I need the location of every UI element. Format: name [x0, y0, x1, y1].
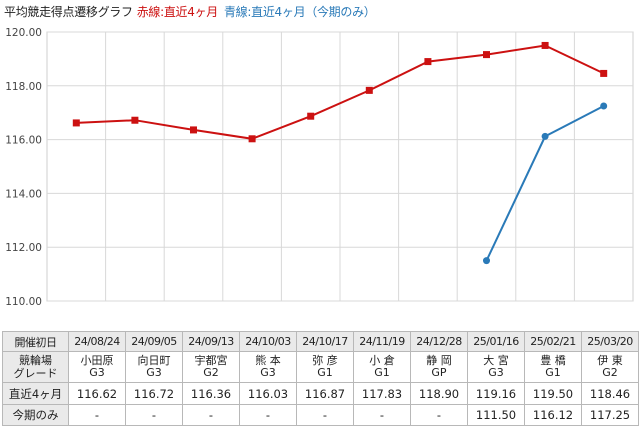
table-row-current: 今期のみ - - - - - - - 111.50 116.12 117.25	[2, 404, 639, 426]
venue-name: 弥 彦	[312, 354, 338, 367]
venue-cell: 小田原 G3	[68, 351, 126, 383]
venue-cell: 熊 本 G3	[239, 351, 297, 383]
data-point-red	[131, 116, 139, 124]
venue-cell: 静 岡 GP	[410, 351, 468, 383]
current-score-cell: 117.25	[581, 404, 639, 426]
venue-grade: G1	[374, 366, 390, 379]
table-row-venue: 競輪場 グレード 小田原 G3 向日町 G3 宇都宮 G2 熊 本 G3 弥 彦 G1 小 …	[2, 351, 639, 383]
venue-grade: GP	[431, 366, 447, 379]
venue-cell: 小 倉 G1	[353, 351, 411, 383]
venue-grade: G3	[488, 366, 504, 379]
table-row-date: 開催初日 24/08/24 24/09/05 24/09/13 24/10/03…	[2, 331, 639, 352]
y-tick-label: 120.00	[5, 27, 42, 39]
data-point-red	[424, 58, 432, 66]
venue-name: 向日町	[137, 354, 171, 367]
venue-cell: 向日町 G3	[125, 351, 183, 383]
data-point-red	[190, 126, 197, 134]
venue-grade: G3	[260, 366, 276, 379]
row-label-current: 今期のみ	[2, 404, 69, 426]
date-cell: 24/10/17	[296, 331, 354, 352]
recent-score-cell: 119.16	[467, 382, 525, 405]
line-chart: 110.00 112.00 114.00 116.00 118.00 120.00	[5, 27, 634, 308]
venue-name: 熊 本	[255, 354, 281, 367]
chart-title: 平均競走得点遷移グラフ 赤線:直近4ヶ月 青線:直近4ヶ月（今期のみ）	[4, 3, 376, 20]
date-cell: 24/09/05	[125, 331, 183, 352]
y-tick-label: 118.00	[5, 81, 42, 93]
data-point-red	[72, 119, 80, 127]
data-table: 開催初日 24/08/24 24/09/05 24/09/13 24/10/03…	[2, 331, 639, 426]
date-cell: 25/03/20	[581, 331, 639, 352]
recent-score-cell: 118.46	[581, 382, 639, 405]
y-tick-label: 112.00	[5, 242, 42, 254]
recent-score-cell: 116.62	[68, 382, 126, 405]
legend-red-line: 赤線:直近4ヶ月	[136, 5, 219, 19]
venue-cell: 弥 彦 G1	[296, 351, 354, 383]
data-point-red	[541, 41, 549, 49]
table-row-recent: 直近4ヶ月 116.62 116.72 116.36 116.03 116.87…	[2, 382, 639, 405]
date-cell: 24/09/13	[182, 331, 240, 352]
data-point-blue	[600, 102, 608, 110]
venue-name: 宇都宮	[194, 354, 228, 367]
current-score-cell: -	[353, 404, 411, 426]
data-point-red	[600, 69, 608, 77]
recent-score-cell: 117.83	[353, 382, 411, 405]
data-point-red	[483, 51, 490, 59]
row-label-venue-line2: グレード	[13, 367, 58, 380]
venue-grade: G3	[89, 366, 105, 379]
date-cell: 24/11/19	[353, 331, 411, 352]
row-label-venue: 競輪場 グレード	[2, 351, 69, 383]
recent-score-cell: 116.72	[125, 382, 183, 405]
venue-cell: 伊 東 G2	[581, 351, 639, 383]
venue-grade: G3	[146, 366, 162, 379]
current-score-cell: -	[125, 404, 183, 426]
venue-name: 静 岡	[426, 354, 452, 367]
row-label-venue-line1: 競輪場	[19, 354, 52, 367]
date-cell: 24/10/03	[239, 331, 297, 352]
venue-cell: 宇都宮 G2	[182, 351, 240, 383]
venue-name: 伊 東	[597, 354, 623, 367]
current-score-cell: -	[239, 404, 297, 426]
date-cell: 25/01/16	[467, 331, 525, 352]
venue-name: 大 宮	[483, 354, 509, 367]
chart-title-main: 平均競走得点遷移グラフ	[4, 5, 133, 19]
data-point-blue	[483, 257, 490, 265]
y-tick-label: 114.00	[5, 188, 42, 200]
venue-name: 小 倉	[369, 354, 395, 367]
row-label-date: 開催初日	[2, 331, 69, 352]
current-score-cell: -	[296, 404, 354, 426]
venue-grade: G1	[317, 366, 333, 379]
data-point-blue	[541, 132, 549, 140]
data-point-red	[307, 112, 315, 120]
data-point-red	[248, 135, 256, 143]
venue-grade: G2	[203, 366, 219, 379]
venue-name: 小田原	[80, 354, 114, 367]
date-cell: 24/12/28	[410, 331, 468, 352]
date-cell: 25/02/21	[524, 331, 582, 352]
current-score-cell: 116.12	[524, 404, 582, 426]
venue-grade: G2	[602, 366, 618, 379]
recent-score-cell: 118.90	[410, 382, 468, 405]
venue-grade: G1	[545, 366, 561, 379]
y-tick-label: 110.00	[5, 296, 42, 308]
legend-blue-line: 青線:直近4ヶ月（今期のみ）	[223, 5, 376, 19]
current-score-cell: 111.50	[467, 404, 525, 426]
data-point-red	[365, 86, 373, 94]
recent-score-cell: 119.50	[524, 382, 582, 405]
venue-name: 豊 橋	[540, 354, 566, 367]
current-score-cell: -	[410, 404, 468, 426]
venue-cell: 大 宮 G3	[467, 351, 525, 383]
recent-score-cell: 116.36	[182, 382, 240, 405]
y-tick-label: 116.00	[5, 135, 42, 147]
venue-cell: 豊 橋 G1	[524, 351, 582, 383]
row-label-recent: 直近4ヶ月	[2, 382, 69, 405]
recent-score-cell: 116.87	[296, 382, 354, 405]
current-score-cell: -	[182, 404, 240, 426]
series-line-red	[76, 44, 605, 140]
recent-score-cell: 116.03	[239, 382, 297, 405]
current-score-cell: -	[68, 404, 126, 426]
date-cell: 24/08/24	[68, 331, 126, 352]
